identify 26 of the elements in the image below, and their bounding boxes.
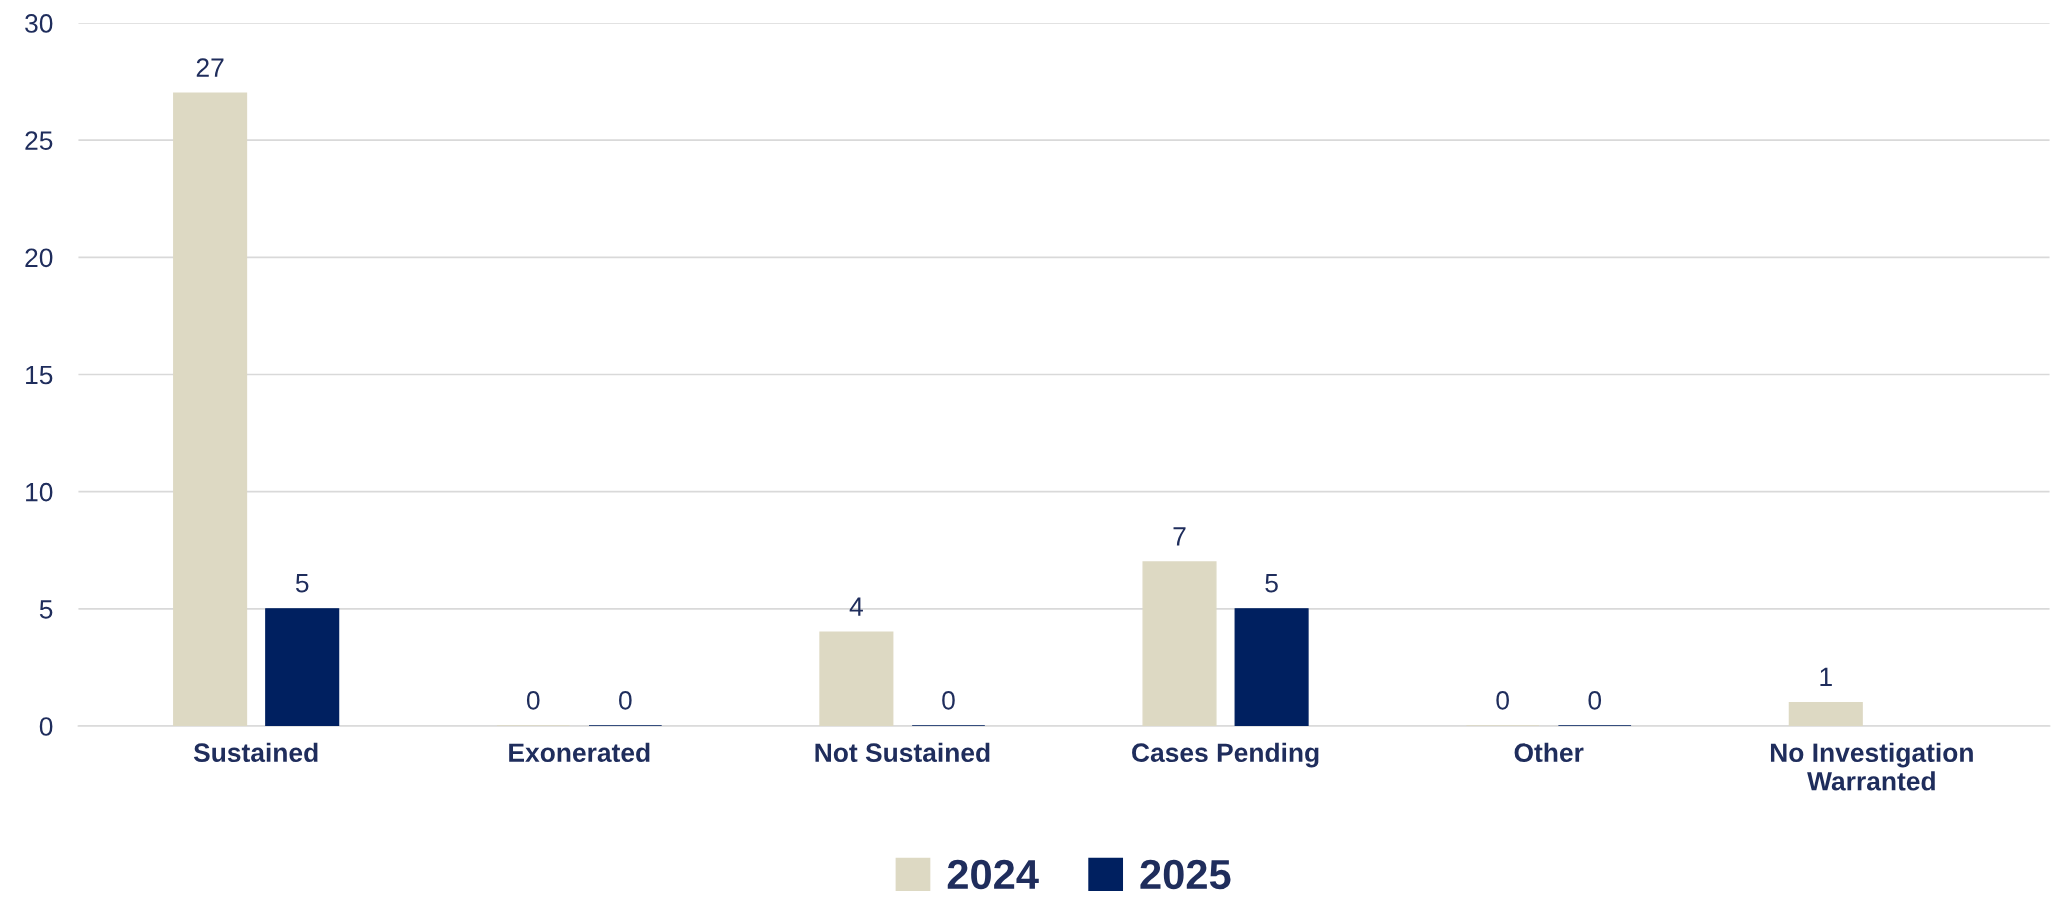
data-label: 5 [295, 574, 309, 593]
data-label: 4 [849, 597, 863, 616]
x-tick-label: No Investigation Warranted [1770, 742, 1973, 791]
data-label: 0 [1588, 691, 1602, 710]
y-tick-label: 30 [25, 14, 53, 33]
data-label: 0 [942, 691, 955, 710]
data-label: 27 [196, 58, 224, 77]
y-tick-label: 20 [25, 248, 53, 268]
y-tick-label: 15 [26, 365, 53, 385]
data-label: 0 [1496, 691, 1509, 710]
legend-label: 2024 [947, 859, 1039, 890]
data-label: 5 [1265, 574, 1278, 593]
data-label: 1 [1820, 667, 1832, 686]
x-tick-label: Cases Pending [1132, 742, 1319, 768]
y-tick-label: 5 [39, 600, 53, 619]
y-tick-label: 10 [26, 482, 53, 502]
y-tick-label: 25 [25, 131, 53, 150]
legend-label: 2025 [1140, 859, 1231, 890]
x-tick-label: Exonerated [509, 742, 650, 763]
y-tick-label: 0 [39, 717, 53, 736]
data-label: 0 [619, 691, 632, 710]
x-tick-label: Sustained [193, 742, 318, 763]
data-label: 0 [526, 691, 540, 710]
data-label: 7 [1173, 527, 1186, 546]
x-tick-label: Not Sustained [815, 742, 990, 763]
x-tick-label: Other [1514, 742, 1584, 763]
